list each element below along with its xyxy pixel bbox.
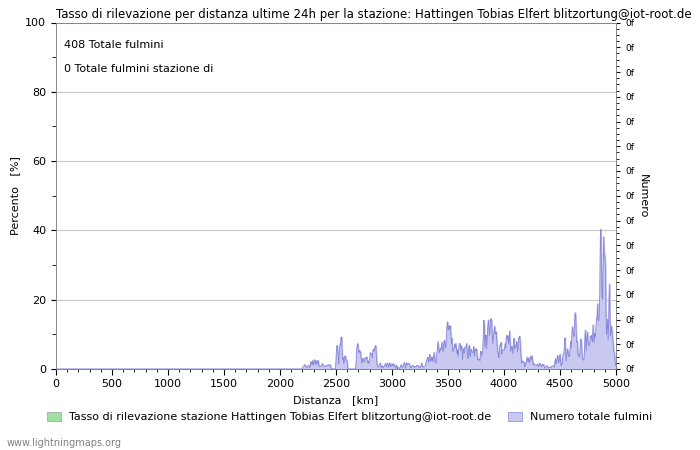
Legend: Tasso di rilevazione stazione Hattingen Tobias Elfert blitzortung@iot-root.de, N: Tasso di rilevazione stazione Hattingen …: [43, 407, 657, 427]
Y-axis label: Percento   [%]: Percento [%]: [10, 156, 20, 235]
Text: 0 Totale fulmini stazione di: 0 Totale fulmini stazione di: [64, 64, 214, 74]
Text: 408 Totale fulmini: 408 Totale fulmini: [64, 40, 164, 50]
Text: Tasso di rilevazione per distanza ultime 24h per la stazione: Hattingen Tobias E: Tasso di rilevazione per distanza ultime…: [56, 9, 692, 21]
X-axis label: Distanza   [km]: Distanza [km]: [293, 395, 379, 405]
Y-axis label: Numero: Numero: [638, 174, 648, 218]
Text: www.lightningmaps.org: www.lightningmaps.org: [7, 438, 122, 448]
